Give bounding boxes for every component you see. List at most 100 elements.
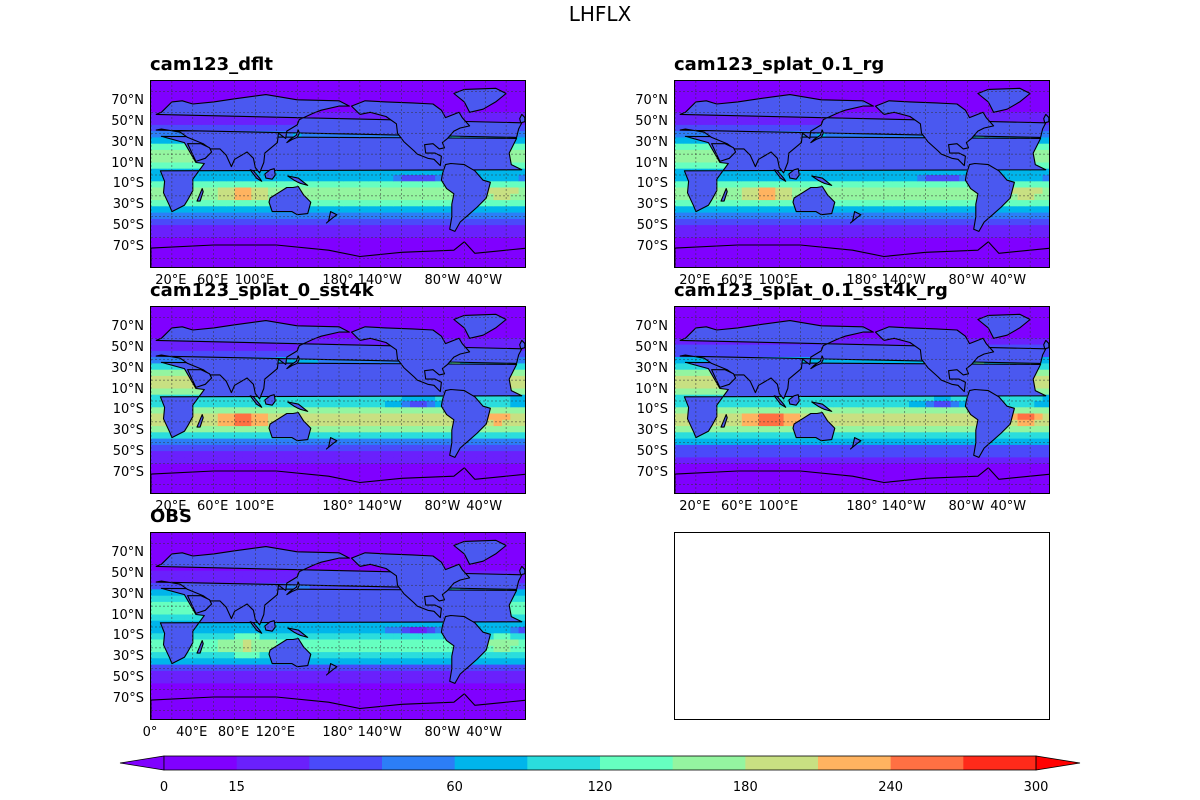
flux-cell bbox=[426, 463, 436, 471]
flux-cell bbox=[850, 87, 860, 95]
flux-cell bbox=[343, 357, 353, 364]
flux-cell bbox=[209, 181, 219, 189]
flux-cell bbox=[192, 451, 202, 458]
flux-cell bbox=[426, 313, 436, 321]
flux-cell bbox=[259, 407, 269, 415]
flux-cell bbox=[226, 175, 236, 182]
flux-cell bbox=[184, 444, 194, 452]
flux-cell bbox=[858, 206, 868, 214]
flux-cell bbox=[326, 357, 336, 364]
flux-cell bbox=[875, 463, 885, 471]
flux-cell bbox=[359, 181, 369, 189]
flux-cell bbox=[708, 457, 718, 465]
flux-cell bbox=[733, 118, 743, 126]
flux-cell bbox=[410, 218, 419, 226]
flux-cell bbox=[268, 181, 277, 189]
flux-cell bbox=[909, 193, 918, 201]
flux-cell bbox=[925, 93, 935, 101]
flux-cell bbox=[700, 344, 710, 352]
flux-cell bbox=[758, 231, 768, 239]
flux-cell bbox=[201, 218, 211, 226]
flux-cell bbox=[510, 444, 520, 452]
flux-cell bbox=[808, 181, 818, 189]
flux-cell bbox=[733, 225, 743, 232]
flux-cell bbox=[817, 231, 826, 239]
flux-cell bbox=[675, 438, 684, 446]
flux-cell bbox=[833, 357, 843, 364]
flux-cell bbox=[817, 87, 826, 95]
flux-cell bbox=[201, 225, 211, 232]
flux-cell bbox=[234, 81, 244, 88]
flux-cell bbox=[359, 401, 369, 408]
flux-cell bbox=[176, 87, 186, 95]
flux-cell bbox=[766, 124, 776, 132]
flux-cell bbox=[1025, 81, 1035, 88]
flux-cell bbox=[159, 369, 169, 377]
flux-cell bbox=[683, 338, 693, 346]
flux-cell bbox=[892, 112, 902, 120]
flux-cell bbox=[758, 181, 768, 189]
flux-cell bbox=[875, 426, 885, 433]
flux-cell bbox=[293, 307, 302, 314]
flux-cell bbox=[151, 93, 160, 101]
flux-cell bbox=[766, 413, 776, 421]
flux-cell bbox=[858, 438, 868, 446]
flux-cell bbox=[376, 319, 386, 327]
flux-cell bbox=[1025, 106, 1035, 113]
flux-cell bbox=[192, 407, 202, 415]
flux-cell bbox=[251, 463, 261, 471]
flux-cell bbox=[242, 231, 252, 239]
flux-cell bbox=[875, 193, 885, 201]
flux-cell bbox=[867, 319, 877, 327]
flux-cell bbox=[159, 143, 169, 151]
flux-cell bbox=[800, 407, 810, 415]
flux-cell bbox=[318, 394, 328, 402]
flux-cell bbox=[301, 168, 311, 176]
flux-cell bbox=[217, 200, 227, 207]
flux-cell bbox=[493, 99, 503, 107]
flux-cell bbox=[276, 212, 286, 220]
flux-cell bbox=[518, 325, 525, 333]
flux-cell bbox=[385, 469, 394, 477]
flux-cell bbox=[708, 218, 718, 226]
flux-cell bbox=[351, 225, 361, 232]
flux-cell bbox=[892, 168, 902, 176]
flux-cell bbox=[883, 237, 893, 245]
flux-cell bbox=[766, 187, 776, 195]
flux-cell bbox=[201, 426, 211, 433]
flux-cell bbox=[775, 307, 785, 314]
flux-cell bbox=[741, 432, 751, 440]
flux-cell bbox=[934, 206, 943, 214]
flux-cell bbox=[1009, 218, 1019, 226]
flux-cell bbox=[725, 225, 735, 232]
flux-cell bbox=[783, 307, 793, 314]
flux-cell bbox=[309, 469, 319, 477]
flux-cell bbox=[426, 200, 436, 207]
flux-cell bbox=[443, 81, 453, 88]
flux-cell bbox=[217, 181, 227, 189]
flux-cell bbox=[351, 237, 361, 245]
flux-cell bbox=[842, 193, 852, 201]
flux-cell bbox=[435, 307, 445, 314]
flux-cell bbox=[209, 444, 219, 452]
flux-cell bbox=[733, 401, 743, 408]
flux-cell bbox=[385, 231, 394, 239]
flux-cell bbox=[192, 237, 202, 245]
flux-cell bbox=[343, 225, 353, 232]
flux-cell bbox=[476, 469, 486, 477]
flux-cell bbox=[817, 394, 826, 402]
flux-cell bbox=[401, 237, 411, 245]
flux-cell bbox=[858, 313, 868, 321]
flux-cell bbox=[293, 93, 302, 101]
flux-cell bbox=[242, 413, 252, 421]
flux-cell bbox=[909, 175, 918, 182]
flux-cell bbox=[376, 218, 386, 226]
flux-cell bbox=[485, 175, 495, 182]
flux-cell bbox=[326, 394, 336, 402]
flux-cell bbox=[510, 394, 520, 402]
flux-cell bbox=[217, 319, 227, 327]
flux-cell bbox=[833, 319, 843, 327]
flux-cell bbox=[368, 319, 378, 327]
flux-cell bbox=[758, 187, 768, 195]
flux-cell bbox=[451, 325, 461, 333]
